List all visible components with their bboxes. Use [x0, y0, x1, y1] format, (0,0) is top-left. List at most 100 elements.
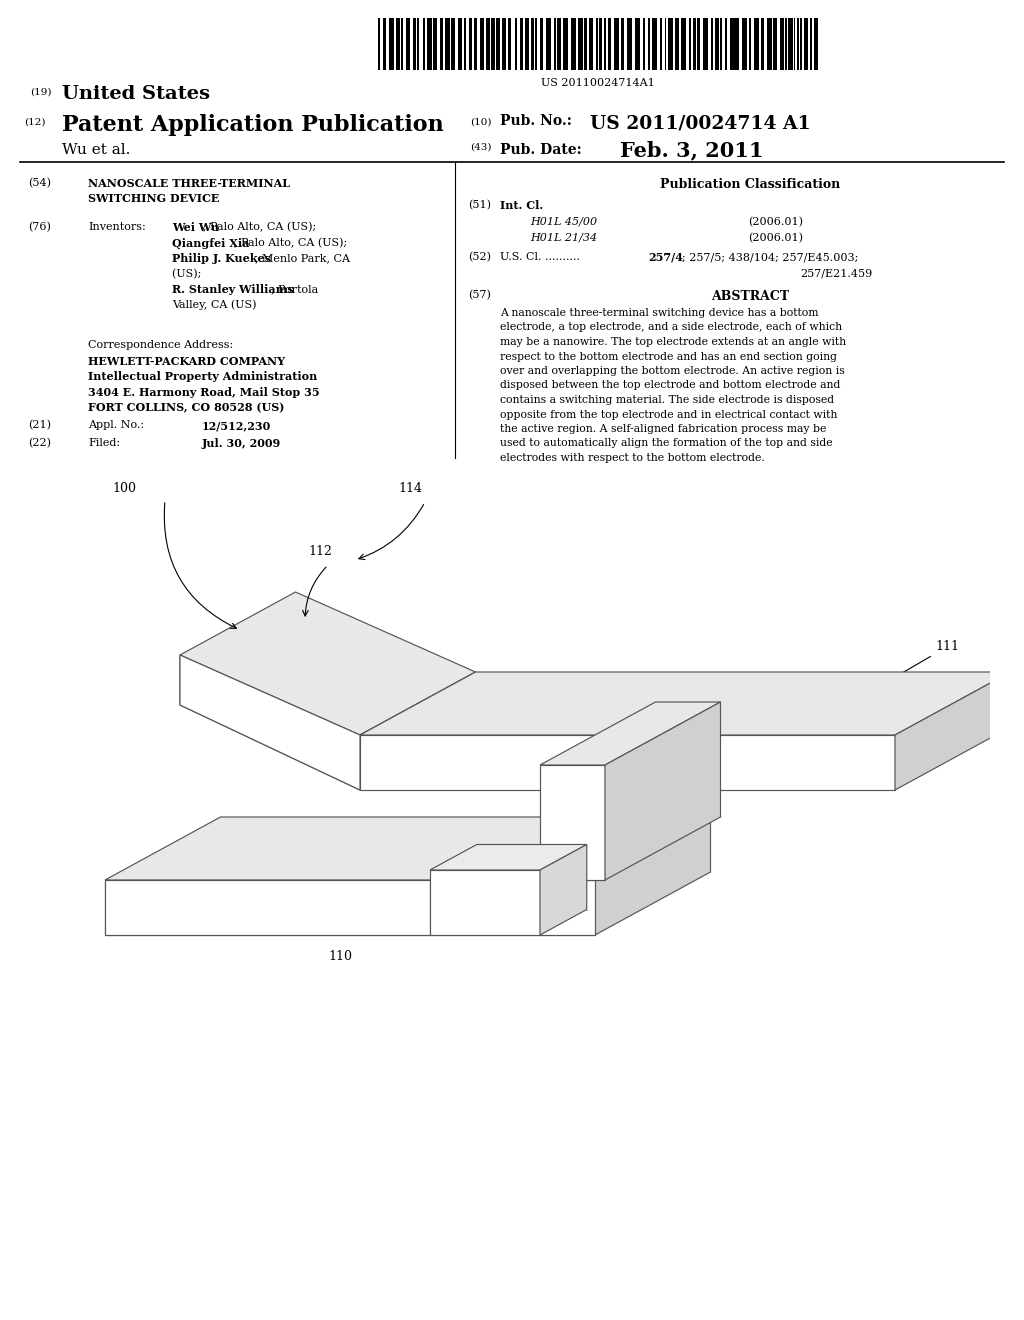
Text: over and overlapping the bottom electrode. An active region is: over and overlapping the bottom electrod…	[500, 366, 845, 376]
Bar	[540, 18, 543, 70]
Text: HEWLETT-PACKARD COMPANY: HEWLETT-PACKARD COMPANY	[88, 356, 285, 367]
Polygon shape	[540, 702, 721, 766]
Bar	[643, 18, 644, 70]
Bar	[800, 18, 802, 70]
Text: (10): (10)	[470, 117, 492, 127]
Text: 114: 114	[398, 482, 422, 495]
Bar	[675, 18, 679, 70]
Bar	[452, 18, 455, 70]
Text: Publication Classification: Publication Classification	[659, 178, 840, 191]
Text: (2006.01): (2006.01)	[748, 216, 803, 227]
Bar	[749, 18, 752, 70]
Bar	[614, 18, 618, 70]
Text: Valley, CA (US): Valley, CA (US)	[172, 300, 256, 310]
Bar	[798, 18, 799, 70]
Bar	[608, 18, 611, 70]
Text: Intellectual Property Administration: Intellectual Property Administration	[88, 371, 317, 383]
Text: may be a nanowire. The top electrode extends at an angle with: may be a nanowire. The top electrode ext…	[500, 337, 846, 347]
Text: (12): (12)	[24, 117, 45, 127]
Bar	[785, 18, 786, 70]
Polygon shape	[540, 880, 595, 935]
Text: (57): (57)	[468, 290, 490, 301]
Text: (54): (54)	[28, 178, 51, 189]
Text: A nanoscale three-terminal switching device has a bottom: A nanoscale three-terminal switching dev…	[500, 308, 818, 318]
Text: 3404 E. Harmony Road, Mail Stop 35: 3404 E. Harmony Road, Mail Stop 35	[88, 387, 319, 399]
Text: 257/4: 257/4	[648, 252, 683, 263]
Text: 112: 112	[308, 545, 332, 558]
Text: contains a switching material. The side electrode is disposed: contains a switching material. The side …	[500, 395, 835, 405]
Polygon shape	[430, 870, 540, 935]
Bar	[464, 18, 466, 70]
Bar	[497, 18, 501, 70]
Polygon shape	[895, 672, 1011, 789]
Text: 126: 126	[441, 865, 465, 878]
Bar	[604, 18, 606, 70]
Bar	[557, 18, 561, 70]
Text: the active region. A self-aligned fabrication process may be: the active region. A self-aligned fabric…	[500, 424, 826, 434]
Text: electrode, a top electrode, and a side electrode, each of which: electrode, a top electrode, and a side e…	[500, 322, 842, 333]
Bar	[702, 18, 708, 70]
Bar	[730, 18, 734, 70]
Bar	[546, 18, 551, 70]
Text: 12/512,230: 12/512,230	[202, 420, 271, 432]
Polygon shape	[105, 880, 430, 935]
Text: Wei Wu: Wei Wu	[172, 222, 219, 234]
Bar	[433, 18, 437, 70]
Bar	[788, 18, 793, 70]
Bar	[725, 18, 727, 70]
Bar	[536, 18, 537, 70]
Bar	[400, 18, 403, 70]
Text: , Palo Alto, CA (US);: , Palo Alto, CA (US);	[234, 238, 348, 248]
Text: US 2011/0024714 A1: US 2011/0024714 A1	[590, 114, 811, 132]
Bar	[767, 18, 772, 70]
Text: 120: 120	[468, 892, 492, 906]
Text: 100: 100	[112, 482, 136, 495]
Bar	[479, 18, 484, 70]
Bar	[711, 18, 713, 70]
Text: Appl. No.:: Appl. No.:	[88, 420, 144, 430]
Bar	[773, 18, 777, 70]
Bar	[814, 18, 818, 70]
Polygon shape	[540, 845, 587, 935]
Text: Philip J. Kuekes: Philip J. Kuekes	[172, 253, 271, 264]
Text: Correspondence Address:: Correspondence Address:	[88, 341, 233, 350]
Bar	[692, 18, 696, 70]
Text: Pub. Date:: Pub. Date:	[500, 143, 582, 157]
Bar	[531, 18, 535, 70]
Text: opposite from the top electrode and in electrical contact with: opposite from the top electrode and in e…	[500, 409, 838, 420]
Text: (76): (76)	[28, 222, 51, 232]
Bar	[396, 18, 400, 70]
Bar	[474, 18, 476, 70]
Bar	[627, 18, 632, 70]
Bar	[508, 18, 511, 70]
Text: ; 257/5; 438/104; 257/E45.003;: ; 257/5; 438/104; 257/E45.003;	[682, 252, 858, 261]
Text: 257/E21.459: 257/E21.459	[800, 268, 872, 279]
Bar	[383, 18, 386, 70]
Text: ABSTRACT: ABSTRACT	[711, 290, 790, 304]
Text: NANOSCALE THREE-TERMINAL: NANOSCALE THREE-TERMINAL	[88, 178, 290, 189]
Text: Filed:: Filed:	[88, 438, 120, 447]
Bar	[668, 18, 673, 70]
Text: (2006.01): (2006.01)	[748, 234, 803, 243]
Text: R. Stanley Williams: R. Stanley Williams	[172, 284, 294, 294]
Text: Jul. 30, 2009: Jul. 30, 2009	[202, 438, 282, 449]
Polygon shape	[360, 672, 475, 789]
Text: H01L 21/34: H01L 21/34	[530, 234, 597, 243]
Polygon shape	[360, 672, 1011, 735]
Text: United States: United States	[62, 84, 210, 103]
Polygon shape	[180, 655, 360, 789]
Bar	[423, 18, 425, 70]
Text: (19): (19)	[30, 88, 51, 96]
Polygon shape	[105, 880, 595, 935]
Bar	[417, 18, 420, 70]
Bar	[406, 18, 410, 70]
Bar	[445, 18, 451, 70]
Bar	[780, 18, 783, 70]
Text: 111: 111	[935, 640, 959, 653]
Bar	[596, 18, 598, 70]
Bar	[579, 18, 583, 70]
Bar	[571, 18, 577, 70]
Bar	[599, 18, 602, 70]
Bar	[621, 18, 625, 70]
Text: , Menlo Park, CA: , Menlo Park, CA	[255, 253, 350, 263]
